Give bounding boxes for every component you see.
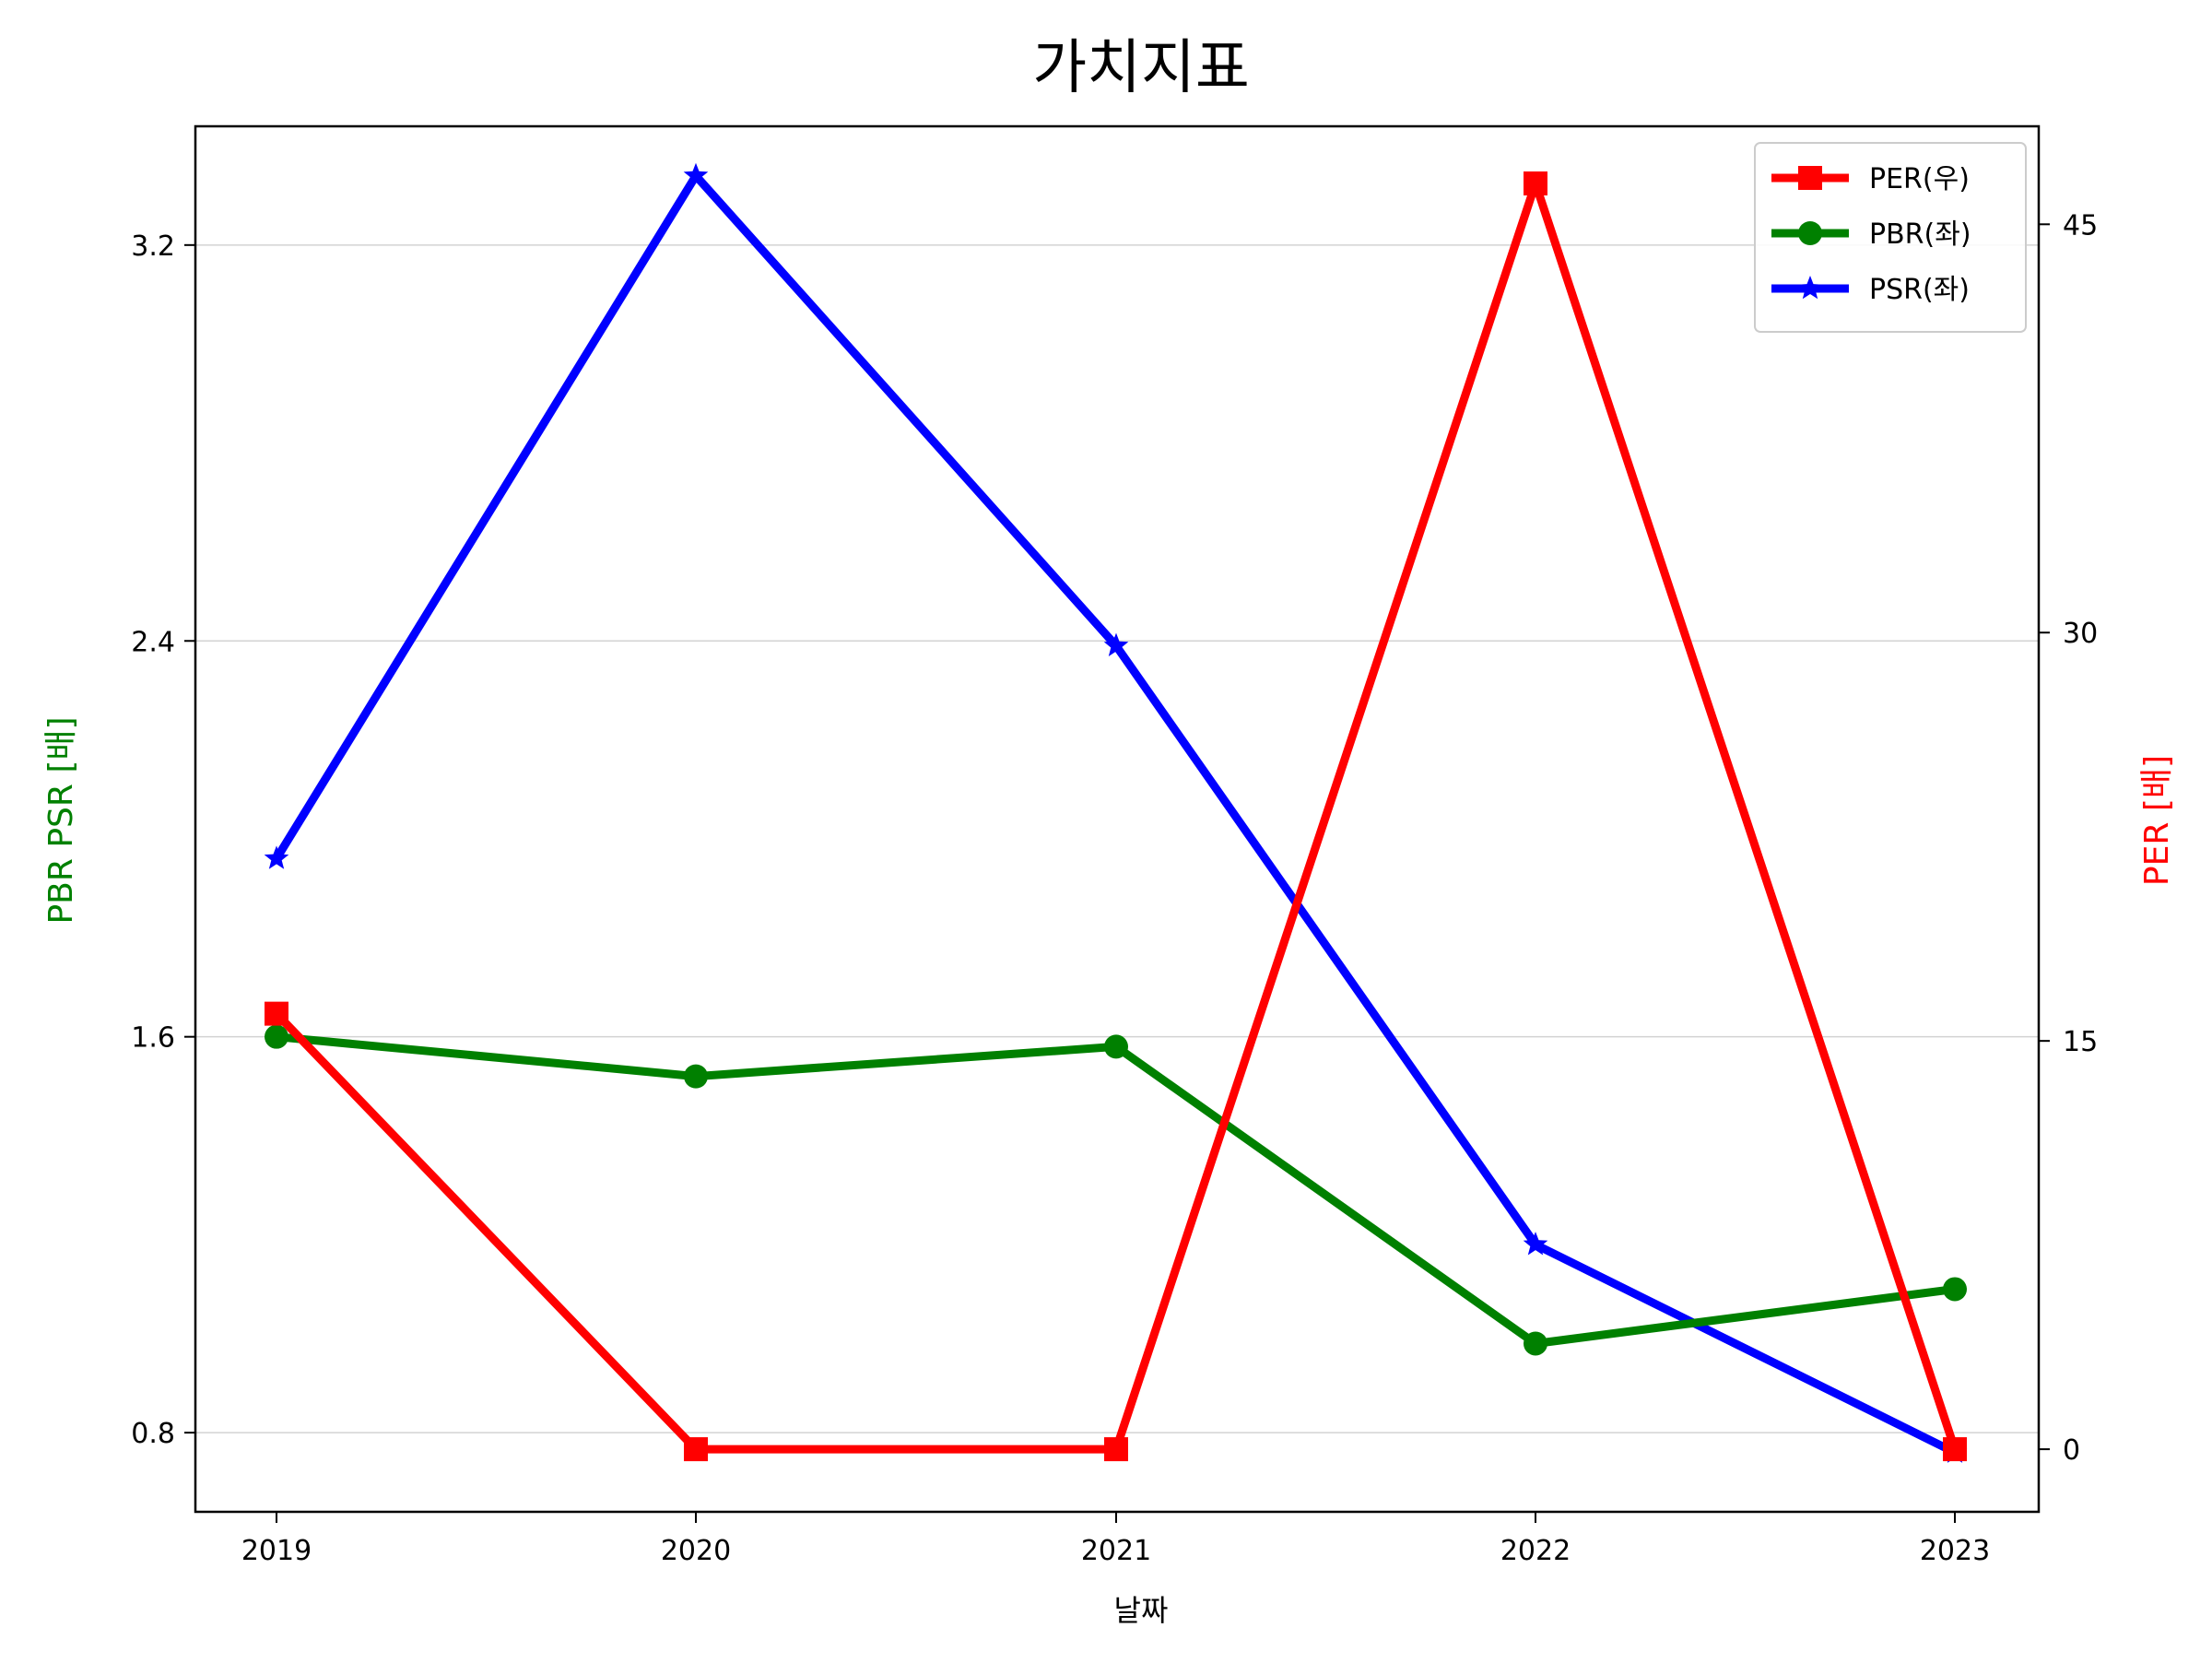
x-tick-label-2022: 2022 xyxy=(1500,1535,1571,1567)
pbr-point-2023 xyxy=(1943,1277,1967,1302)
psr-point-2020 xyxy=(683,162,709,186)
pbr-point-2019 xyxy=(265,1024,288,1049)
left-y-tick-label-1.6: 1.6 xyxy=(131,1022,175,1055)
left-y-axis-label: PBR PSR [배] xyxy=(42,716,80,924)
x-tick-label-2020: 2020 xyxy=(661,1535,731,1567)
per-point-2023 xyxy=(1943,1437,1967,1462)
pbr-point-2020 xyxy=(684,1064,708,1089)
x-axis-label: 날짜 xyxy=(1114,1593,1169,1628)
per-point-2020 xyxy=(684,1437,708,1462)
right-y-tick-label-45: 45 xyxy=(2063,209,2098,242)
x-tick-label-2023: 2023 xyxy=(1920,1535,1990,1567)
right-y-tick-label-30: 30 xyxy=(2063,618,2098,650)
psr-point-2022 xyxy=(1523,1232,1548,1256)
legend-label-pbr: PBR(좌) xyxy=(1869,218,1971,251)
left-y-tick-label-3.2: 3.2 xyxy=(131,230,175,263)
pbr-point-2022 xyxy=(1524,1331,1547,1356)
left-y-tick-label-2.4: 2.4 xyxy=(131,626,175,658)
legend-marker-per xyxy=(1798,166,1822,190)
per-point-2021 xyxy=(1104,1437,1128,1462)
right-y-axis-label: PER [배] xyxy=(2138,755,2176,886)
per-point-2022 xyxy=(1524,171,1547,196)
legend-label-psr: PSR(좌) xyxy=(1869,274,1970,306)
legend-label-per: PER(우) xyxy=(1869,163,1970,195)
psr-point-2021 xyxy=(1103,632,1129,656)
x-tick-label-2021: 2021 xyxy=(1081,1535,1151,1567)
left-y-tick-label-0.8: 0.8 xyxy=(131,1418,175,1450)
right-y-tick-label-0: 0 xyxy=(2063,1434,2080,1467)
per-point-2019 xyxy=(265,1001,288,1026)
right-y-tick-label-15: 15 xyxy=(2063,1026,2098,1058)
x-tick-label-2019: 2019 xyxy=(241,1535,312,1567)
chart-title: 가치지표 xyxy=(1032,34,1250,102)
legend-marker-psr xyxy=(1797,276,1823,300)
psr-point-2019 xyxy=(264,845,289,869)
legend-marker-pbr xyxy=(1798,221,1822,245)
pbr-point-2021 xyxy=(1104,1034,1128,1059)
